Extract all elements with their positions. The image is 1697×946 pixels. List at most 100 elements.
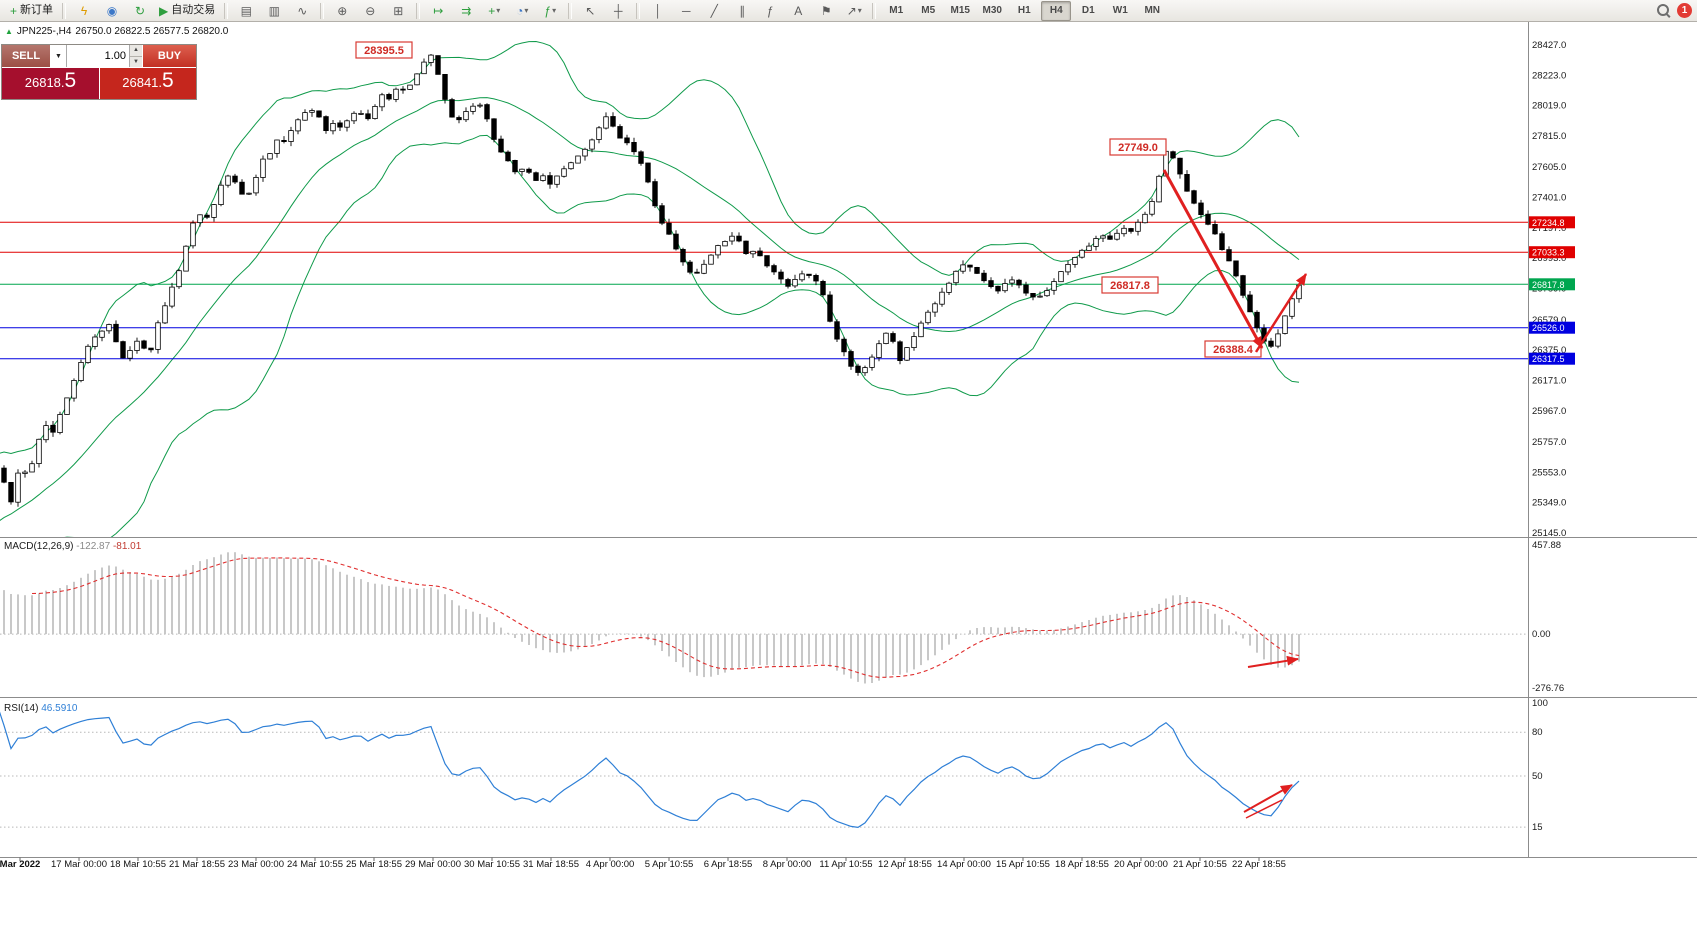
timeframe-button-mn[interactable]: MN [1144, 4, 1161, 16]
volume-down-icon[interactable]: ▼ [130, 56, 142, 67]
autotrading-button-label: 自动交易 [171, 4, 216, 16]
horizontal-line-icon[interactable]: ─ [673, 1, 699, 21]
svg-text:11 Apr 10:55: 11 Apr 10:55 [819, 859, 872, 870]
timeframe-button-m5[interactable]: M5 [921, 4, 936, 16]
toolbar-separator [568, 2, 573, 19]
panel-separators[interactable] [0, 22, 1697, 859]
candlestick-chart-icon[interactable]: ▥ [261, 1, 287, 21]
zoom-out-icon[interactable]: ⊖ [357, 1, 383, 21]
order-dropdown-icon[interactable]: ▼ [51, 45, 67, 67]
trade-panel-prices: 26818. 5 26841. 5 [2, 67, 196, 99]
macd-signal-value: -81.01 [112, 541, 142, 552]
drawn-arrows[interactable] [1162, 169, 1308, 819]
svg-text:25145.0: 25145.0 [1532, 528, 1566, 539]
indicators-icon[interactable]: ƒ ▾ [537, 1, 563, 21]
bar-chart-icon[interactable]: ▤ [233, 1, 259, 21]
timeframe-button-h4[interactable]: H4 [1041, 0, 1072, 21]
timeframe-button-m15[interactable]: M15 [950, 4, 970, 16]
text-icon[interactable]: A [785, 1, 811, 21]
volume-up-icon[interactable]: ▲ [130, 45, 142, 57]
svg-text:23 Mar 00:00: 23 Mar 00:00 [228, 859, 284, 870]
svg-text:-276.76: -276.76 [1532, 683, 1564, 694]
price-axis[interactable]: 28427.0 28223.0 28019.0 27815.0 27605.0 27401… [1529, 40, 1575, 833]
svg-text:5 Apr 10:55: 5 Apr 10:55 [645, 859, 694, 870]
svg-text:17 Mar 00:00: 17 Mar 00:00 [51, 859, 107, 870]
periods-icon[interactable]: ◔ ▾ [509, 1, 535, 21]
cursor-icon[interactable]: ↖ [577, 1, 603, 21]
text-icon: A [794, 3, 803, 18]
metaeditor-icon[interactable]: ϟ [71, 1, 97, 21]
svg-text:27197.0: 27197.0 [1532, 223, 1566, 234]
svg-text:28395.5: 28395.5 [364, 45, 404, 57]
svg-text:26817.8: 26817.8 [1110, 280, 1150, 292]
crosshair-icon: ┼ [613, 3, 623, 18]
sell-price[interactable]: 26818. 5 [2, 68, 99, 99]
market-icon[interactable]: ◉ [99, 1, 125, 21]
red-arrow-rsi-3[interactable] [1243, 784, 1293, 813]
uptick-icon: ▲ [5, 27, 13, 36]
svg-text:25967.0: 25967.0 [1532, 406, 1566, 417]
svg-text:26526.0: 26526.0 [1532, 323, 1565, 333]
refresh-icon[interactable]: ↻ [127, 1, 153, 21]
equidistant-channel-icon: ∥ [739, 3, 746, 18]
line-chart-icon[interactable]: ∿ [289, 1, 315, 21]
svg-text:100: 100 [1532, 698, 1548, 709]
search-icon[interactable] [1656, 3, 1671, 18]
chart-shift-icon[interactable]: ↦ [425, 1, 451, 21]
svg-text:26817.8: 26817.8 [1532, 280, 1565, 290]
dropdown-caret-icon: ▾ [496, 5, 501, 15]
price-tag-27033.3 [1529, 246, 1575, 259]
new-order-button[interactable]: + 新订单 [6, 1, 57, 21]
new-chart-icon[interactable]: + ▾ [481, 1, 507, 21]
bar-chart-icon: ▤ [240, 3, 252, 18]
annotation-26817.8 [1101, 276, 1159, 294]
dropdown-caret-icon: ▾ [524, 5, 529, 15]
timeframe-button-h1[interactable]: H1 [1017, 4, 1031, 16]
annotation-26388.4 [1204, 340, 1262, 358]
autotrading-button[interactable]: ▶ 自动交易 [155, 1, 219, 21]
horizontal-lines[interactable] [0, 221, 1528, 360]
zoom-in-icon[interactable]: ⊕ [329, 1, 355, 21]
svg-text:25553.0: 25553.0 [1532, 467, 1566, 478]
chart-area[interactable]: 28427.0 28223.0 28019.0 27815.0 27605.0 27401… [0, 22, 1697, 875]
autotrading-icon: ▶ [159, 3, 169, 18]
svg-text:15: 15 [1532, 822, 1543, 833]
tile-windows-icon: ⊞ [393, 3, 404, 18]
trendline-icon[interactable]: ╱ [701, 1, 727, 21]
arrows-icon[interactable]: ↗ ▾ [841, 1, 867, 21]
sell-button[interactable]: SELL [2, 45, 51, 67]
tile-windows-icon[interactable]: ⊞ [385, 1, 411, 21]
svg-text:50: 50 [1532, 771, 1543, 782]
auto-scroll-icon[interactable]: ⇉ [453, 1, 479, 21]
rsi-label: RSI(14) 46.5910 [4, 703, 77, 714]
macd-indicator [0, 552, 1528, 684]
chart-shift-icon: ↦ [433, 3, 444, 18]
notification-badge[interactable]: 1 [1677, 3, 1692, 18]
red-arrow-main-1[interactable] [1254, 273, 1308, 353]
crosshair-icon[interactable]: ┼ [605, 1, 631, 21]
auto-scroll-icon: ⇉ [461, 3, 472, 18]
time-axis[interactable]: Mar 2022 17 Mar 00:00 18 Mar 10:55 21 Mar 1… [0, 857, 1286, 871]
equidistant-channel-icon[interactable]: ∥ [729, 1, 755, 21]
annotation-28395.5 [355, 41, 413, 59]
timeframe-button-m30[interactable]: M30 [982, 4, 1002, 16]
svg-text:26579.0: 26579.0 [1532, 315, 1566, 326]
buy-price[interactable]: 26841. 5 [99, 68, 196, 99]
timeframe-button-w1[interactable]: W1 [1112, 4, 1128, 16]
bollinger-bands [0, 40, 1300, 537]
candlestick-series [1, 54, 1302, 507]
vertical-line-icon[interactable]: │ [645, 1, 671, 21]
volume-input[interactable] [67, 50, 129, 62]
macd-histogram [3, 552, 1300, 684]
buy-button[interactable]: BUY [142, 45, 196, 67]
text-label-icon[interactable]: ⚑ [813, 1, 839, 21]
fibonacci-icon[interactable]: ƒ [757, 1, 783, 21]
svg-text:80: 80 [1532, 727, 1543, 738]
red-arrow-rsi-4[interactable] [1245, 799, 1283, 819]
red-arrow-macd-2[interactable] [1247, 655, 1299, 668]
red-arrow-main-0[interactable] [1162, 169, 1264, 349]
price-annotations[interactable]: 28395.5 27749.0 26817.8 26388.4 [355, 41, 1262, 358]
new-order-icon: + [10, 3, 18, 18]
timeframe-button-m1[interactable]: M1 [889, 4, 904, 16]
timeframe-button-d1[interactable]: D1 [1081, 4, 1095, 16]
